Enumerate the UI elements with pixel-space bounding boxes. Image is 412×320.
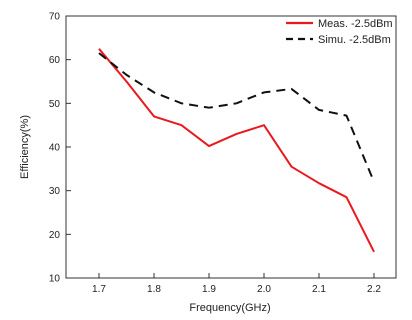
y-tick-label: 50 [49,99,61,110]
legend-label-meas: Meas. -2.5dBm [318,18,393,30]
y-tick-label: 30 [49,186,61,197]
x-tick-label: 1.8 [147,284,161,295]
y-tick-label: 10 [49,274,61,285]
y-tick-label: 40 [49,143,61,154]
ticks-group [66,15,375,279]
y-tick-label: 20 [49,230,61,241]
x-tick-label: 2.0 [257,284,271,295]
x-tick-label: 1.7 [92,284,106,295]
legend: Meas. -2.5dBm Simu. -2.5dBm [286,18,393,46]
plot-frame [65,15,397,279]
tick-labels-group: 1.7 1.8 1.9 2.0 2.1 2.2 10 20 30 40 50 60 70 [49,12,382,296]
legend-label-simu: Simu. -2.5dBm [318,34,391,46]
series-lines-group [98,48,375,253]
series-line-simu [98,52,375,183]
x-tick-label: 2.2 [367,284,381,295]
series-line-meas [98,48,375,253]
y-axis-title: Efficiency(%) [19,115,31,179]
x-tick-label: 2.1 [312,284,326,295]
y-tick-label: 70 [49,12,61,23]
x-axis-title: Frequency(GHz) [189,302,270,314]
y-tick-label: 60 [49,55,61,66]
x-tick-label: 1.9 [202,284,216,295]
